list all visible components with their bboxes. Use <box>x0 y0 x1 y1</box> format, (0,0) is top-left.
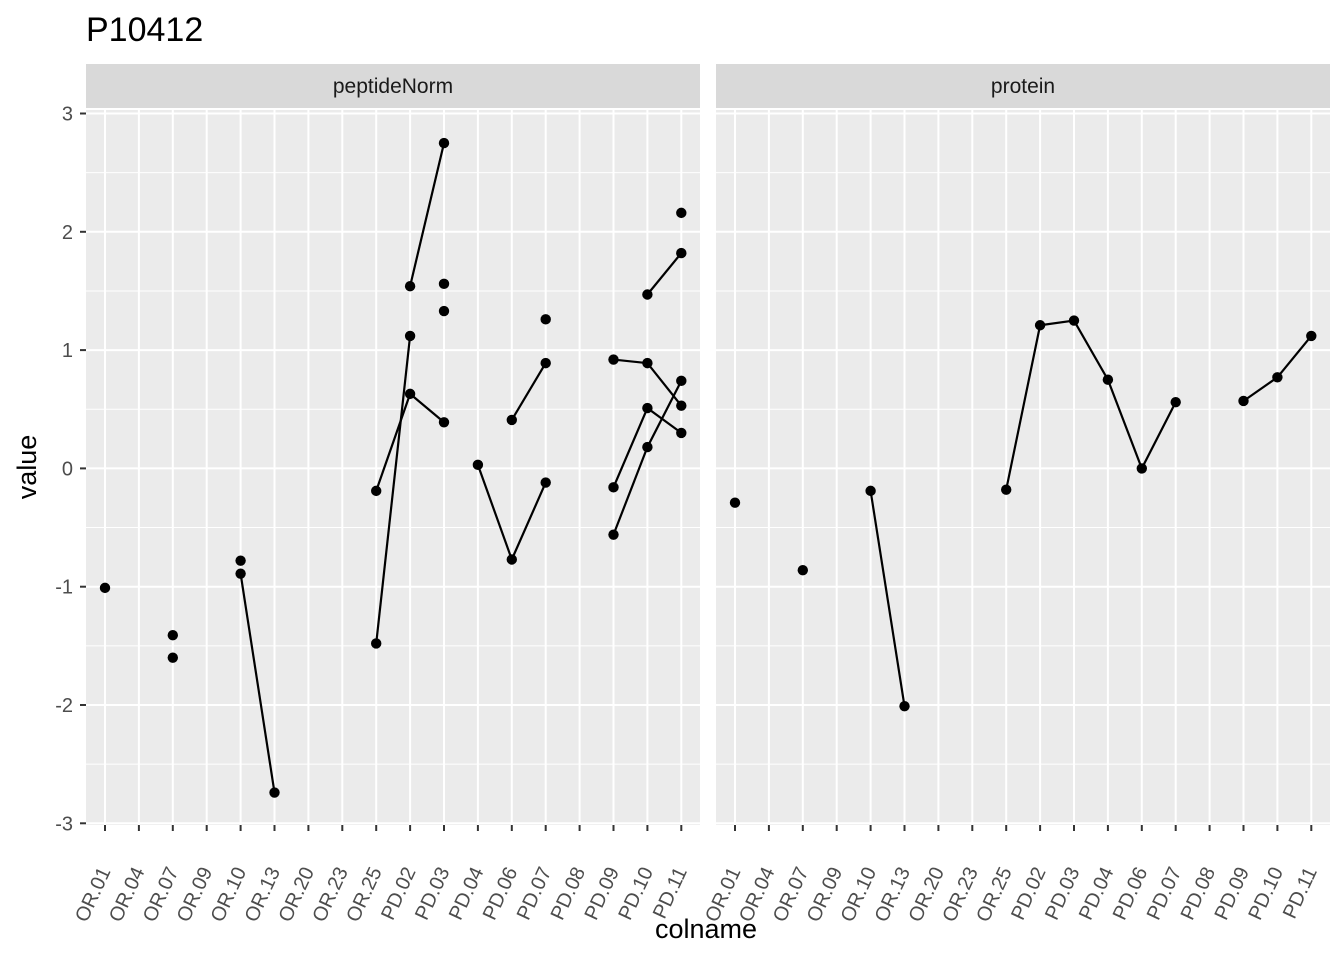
data-point <box>899 700 910 712</box>
data-point <box>472 459 484 471</box>
data-point <box>269 787 280 798</box>
y-axis-title: value <box>12 435 42 500</box>
series-line <box>409 142 446 287</box>
data-point <box>438 137 450 149</box>
data-point <box>642 357 653 369</box>
data-point <box>235 568 246 579</box>
data-point <box>608 529 619 540</box>
data-point <box>1170 396 1181 408</box>
y-axis: -3 -2 -1 0 1 2 3 <box>55 104 86 835</box>
chart-title: P10412 <box>86 11 203 49</box>
data-point <box>404 281 416 292</box>
data-point <box>235 555 246 566</box>
data-point <box>676 427 687 439</box>
facet-panel-protein: proteinOR.01OR.04OR.07OR.09OR.10OR.13OR.… <box>701 64 1330 926</box>
y-tick-label: -3 <box>55 813 73 835</box>
facet-panels: peptideNormOR.01OR.04OR.07OR.09OR.10OR.1… <box>71 64 1330 926</box>
data-point <box>608 354 619 365</box>
data-point <box>865 485 876 497</box>
series-line <box>1005 319 1177 490</box>
series-line <box>239 573 276 793</box>
data-point <box>1306 330 1317 342</box>
y-tick-label: 1 <box>62 340 73 362</box>
data-point <box>676 400 687 411</box>
series-line <box>869 490 906 707</box>
y-tick-label: 3 <box>62 104 73 126</box>
series-line <box>646 252 683 296</box>
data-point <box>438 278 450 290</box>
data-point <box>371 485 382 497</box>
data-point <box>540 477 551 488</box>
data-point <box>404 388 416 400</box>
data-point <box>1068 315 1080 326</box>
data-point <box>642 402 653 414</box>
series-line <box>375 335 412 644</box>
facet-strip-label: peptideNorm <box>333 75 453 98</box>
data-point <box>506 554 517 565</box>
data-point <box>506 414 517 426</box>
data-point <box>797 564 808 576</box>
data-point <box>1102 374 1114 385</box>
data-point <box>1034 320 1046 331</box>
data-point <box>99 582 111 594</box>
facet-strip-label: protein <box>991 75 1055 98</box>
y-tick-label: -1 <box>55 577 73 599</box>
data-point <box>1136 463 1148 474</box>
data-point <box>676 207 687 219</box>
data-point <box>1272 372 1283 383</box>
data-point <box>438 417 450 428</box>
data-point <box>167 630 178 641</box>
data-point <box>404 330 416 342</box>
facet-panel-peptideNorm: peptideNormOR.01OR.04OR.07OR.09OR.10OR.1… <box>71 64 700 926</box>
data-point <box>729 497 741 508</box>
data-point <box>1238 395 1249 407</box>
data-point <box>676 375 687 387</box>
facet-strip <box>86 64 700 108</box>
data-point <box>1001 484 1012 495</box>
data-point <box>642 289 653 300</box>
x-axis-title: colname <box>655 914 757 944</box>
data-point <box>608 482 619 493</box>
facet-strip <box>716 64 1330 108</box>
data-point <box>642 441 653 453</box>
data-point <box>167 652 178 663</box>
data-point <box>540 357 551 369</box>
y-tick-label: -2 <box>55 695 73 717</box>
data-point <box>371 638 382 649</box>
data-point <box>676 247 687 259</box>
data-point <box>438 305 450 317</box>
y-tick-label: 2 <box>62 222 73 244</box>
series-line <box>510 362 547 421</box>
data-point <box>540 314 551 325</box>
y-tick-label: 0 <box>62 458 73 480</box>
